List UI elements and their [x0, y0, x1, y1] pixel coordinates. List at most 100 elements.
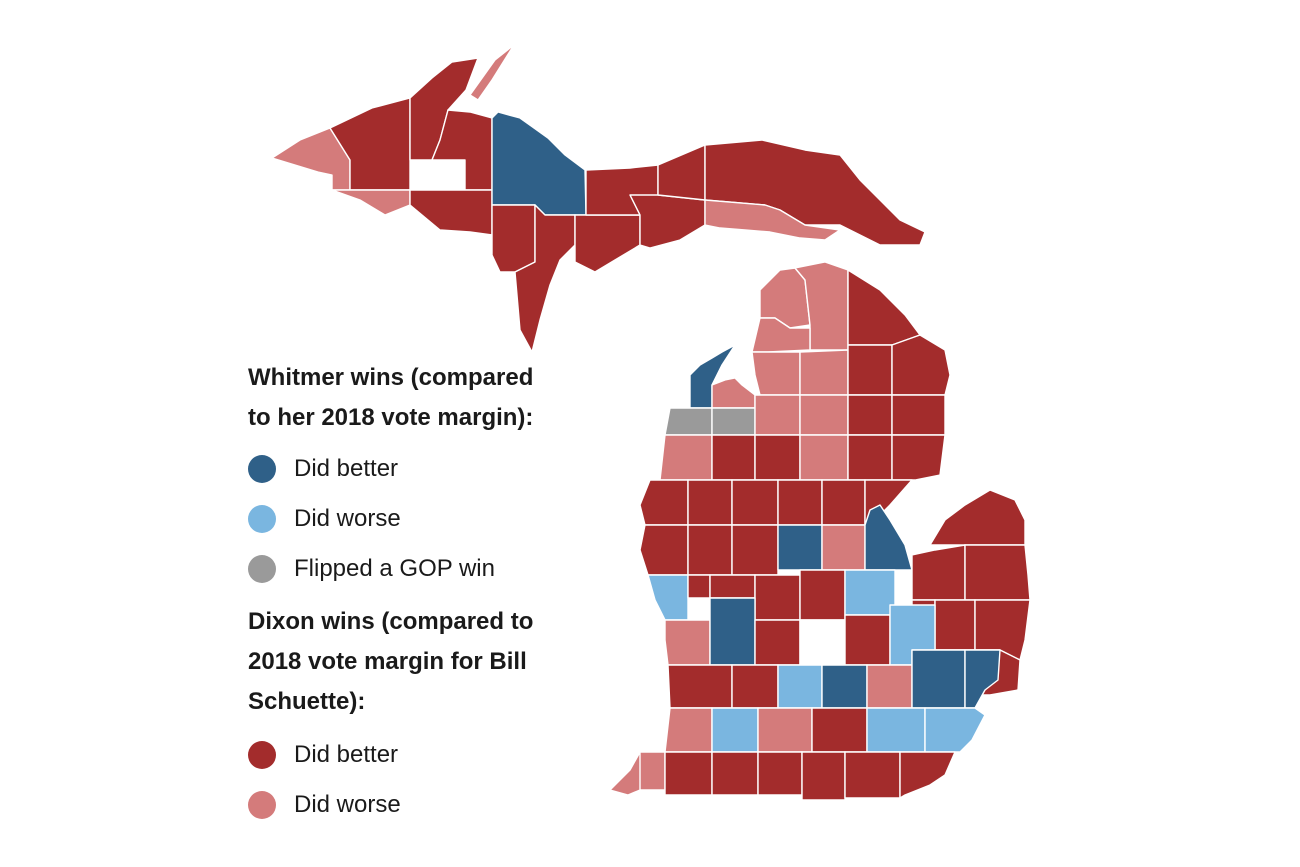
upper-peninsula [271, 35, 926, 353]
county-isabella[interactable] [777, 524, 823, 571]
legend-heading-dixon-line-3: Schuette): [248, 688, 366, 715]
swatch-light-blue [248, 505, 276, 533]
county-montmorency[interactable] [847, 344, 893, 396]
legend-item-whitmer-did-worse: Did worse [248, 494, 608, 544]
swatch-dark-blue [248, 455, 276, 483]
county-antrim[interactable] [751, 351, 801, 396]
county-livingston[interactable] [866, 664, 913, 709]
county-kent[interactable] [709, 597, 756, 666]
county-van-buren[interactable] [664, 707, 713, 753]
county-schoolcraft[interactable] [629, 194, 706, 249]
county-macomb-2[interactable] [964, 649, 1001, 709]
county-manistee[interactable] [659, 434, 713, 481]
legend-whitmer-items: Did better Did worse Flipped a GOP win [248, 444, 608, 594]
county-berrien-coast[interactable] [609, 751, 641, 796]
county-washtenaw[interactable] [866, 707, 926, 753]
county-lake[interactable] [687, 479, 733, 526]
county-missaukee[interactable] [754, 434, 801, 481]
county-grand-traverse-gray[interactable] [711, 407, 756, 436]
county-wayne[interactable] [924, 707, 986, 753]
county-iosco[interactable] [891, 434, 946, 481]
county-cass[interactable] [664, 751, 713, 796]
legend-item-flipped-gop-win: Flipped a GOP win [248, 544, 608, 594]
county-barry[interactable] [731, 664, 779, 709]
legend-heading-whitmer-line-2: to her 2018 vote margin): [248, 404, 534, 431]
county-saginaw[interactable] [844, 569, 896, 616]
county-crawford[interactable] [799, 394, 849, 436]
county-roscommon[interactable] [799, 434, 849, 481]
county-muskegon[interactable] [647, 574, 689, 621]
county-st-joseph[interactable] [711, 751, 759, 796]
county-benzie[interactable] [664, 407, 713, 436]
swatch-gray [248, 555, 276, 583]
county-luce[interactable] [657, 144, 706, 201]
legend-label: Did worse [294, 505, 401, 532]
county-calhoun[interactable] [757, 707, 813, 753]
county-clinton-nodata[interactable] [799, 619, 846, 666]
county-alcona[interactable] [891, 394, 946, 436]
legend-heading-dixon-line-2: 2018 vote margin for Bill [248, 648, 527, 675]
county-keweenaw[interactable] [469, 35, 526, 101]
county-jackson[interactable] [811, 707, 868, 753]
county-allegan[interactable] [667, 664, 733, 709]
county-otsego[interactable] [799, 349, 849, 396]
county-ottawa[interactable] [664, 619, 711, 666]
county-newaygo[interactable] [687, 524, 733, 576]
county-presque-isle[interactable] [847, 269, 921, 346]
legend-item-whitmer-did-better: Did better [248, 444, 608, 494]
county-oceana[interactable] [639, 524, 689, 576]
county-gratiot-2[interactable] [799, 569, 846, 621]
county-gladwin[interactable] [821, 479, 866, 526]
county-marquette[interactable] [491, 111, 587, 216]
county-cheboygan[interactable] [794, 261, 849, 351]
county-mecosta[interactable] [731, 524, 779, 576]
county-grand-traverse[interactable] [711, 377, 756, 409]
legend-label: Did better [294, 741, 399, 768]
legend-heading-dixon: Dixon wins (compared to 2018 vote margin… [248, 602, 608, 722]
county-oscoda[interactable] [847, 394, 893, 436]
county-monroe[interactable] [899, 751, 956, 799]
county-clare[interactable] [777, 479, 823, 526]
county-kalamazoo[interactable] [711, 707, 759, 753]
legend-label: Did worse [294, 791, 401, 818]
county-huron[interactable] [929, 489, 1026, 546]
county-sanilac[interactable] [964, 544, 1031, 601]
county-iron-east[interactable] [409, 189, 493, 236]
legend-heading-dixon-line-1: Dixon wins (compared to [248, 608, 534, 635]
county-wexford[interactable] [711, 434, 756, 481]
county-midland[interactable] [821, 524, 866, 571]
county-iron[interactable] [331, 189, 411, 216]
county-houghton[interactable] [409, 57, 479, 161]
county-kalkaska[interactable] [754, 394, 801, 436]
county-shiawassee[interactable] [844, 614, 891, 666]
county-ingham[interactable] [821, 664, 868, 709]
county-oakland[interactable] [911, 649, 966, 709]
county-osceola[interactable] [731, 479, 779, 526]
county-montcalm[interactable] [687, 574, 711, 599]
county-lenawee[interactable] [844, 751, 901, 799]
legend-item-dixon-did-worse: Did worse [248, 780, 608, 830]
county-dickinson[interactable] [491, 204, 536, 273]
county-gratiot[interactable] [709, 574, 756, 599]
county-ionia[interactable] [754, 619, 801, 666]
lower-peninsula [609, 261, 1031, 801]
county-eaton[interactable] [777, 664, 823, 709]
legend-heading-whitmer: Whitmer wins (compared to her 2018 vote … [248, 358, 608, 438]
county-delta[interactable] [574, 214, 641, 273]
county-ogemaw[interactable] [847, 434, 893, 481]
county-mackinac[interactable] [704, 199, 841, 241]
legend-dixon-items: Did better Did worse [248, 730, 608, 830]
county-tuscola[interactable] [911, 544, 966, 601]
county-bay[interactable] [864, 504, 913, 571]
county-hillsdale[interactable] [801, 751, 846, 801]
county-montcalm-2[interactable] [754, 574, 801, 621]
legend-heading-whitmer-line-1: Whitmer wins (compared [248, 364, 534, 391]
county-menominee[interactable] [514, 204, 576, 353]
county-alpena[interactable] [891, 334, 951, 396]
swatch-dark-red [248, 741, 276, 769]
map-legend: Whitmer wins (compared to her 2018 vote … [248, 358, 608, 830]
county-branch[interactable] [757, 751, 803, 796]
county-mason[interactable] [639, 479, 689, 526]
county-st-clair-n[interactable] [934, 599, 976, 651]
